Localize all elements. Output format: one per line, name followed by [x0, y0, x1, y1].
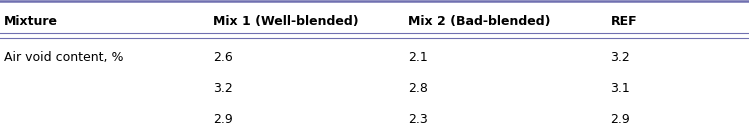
- Text: Air void content, %: Air void content, %: [4, 51, 124, 64]
- Text: 2.1: 2.1: [408, 51, 428, 64]
- Text: 2.9: 2.9: [610, 113, 630, 126]
- Text: Mixture: Mixture: [4, 15, 58, 28]
- Text: 2.8: 2.8: [408, 82, 428, 95]
- Text: Mix 2 (Bad-blended): Mix 2 (Bad-blended): [408, 15, 551, 28]
- Text: 3.1: 3.1: [610, 82, 630, 95]
- Text: REF: REF: [610, 15, 637, 28]
- Text: Mix 1 (Well-blended): Mix 1 (Well-blended): [213, 15, 359, 28]
- Text: 2.3: 2.3: [408, 113, 428, 126]
- Text: 2.9: 2.9: [213, 113, 233, 126]
- Text: 3.2: 3.2: [213, 82, 233, 95]
- Text: 3.2: 3.2: [610, 51, 630, 64]
- Text: 2.6: 2.6: [213, 51, 233, 64]
